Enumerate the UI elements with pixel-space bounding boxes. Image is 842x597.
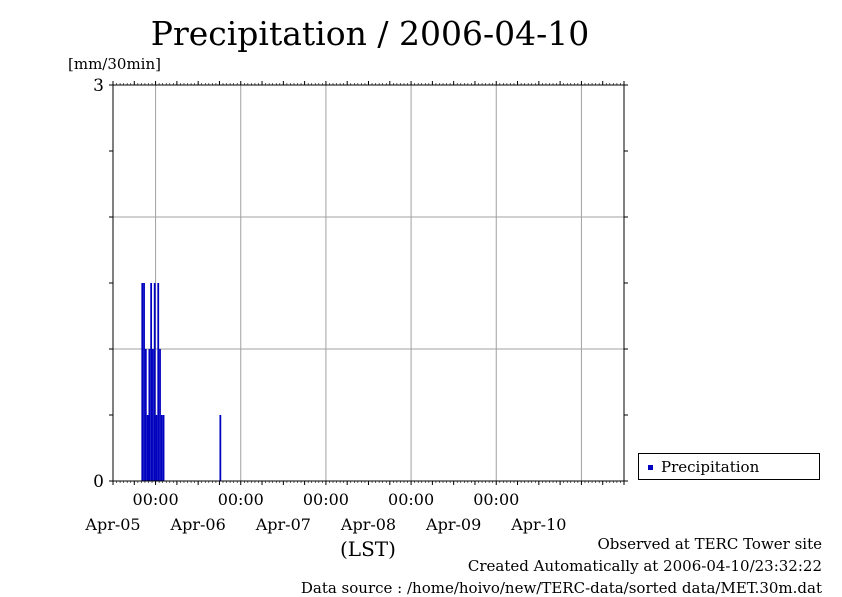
chart-title: Precipitation / 2006-04-10 [150, 14, 590, 53]
x-time-label: 00:00 [388, 490, 434, 509]
footer-source: Data source : /home/hoivo/new/TERC-data/… [300, 579, 822, 597]
x-date-label: Apr-06 [170, 515, 226, 534]
precipitation-bar [148, 349, 151, 481]
footer-observed: Observed at TERC Tower site [597, 535, 822, 553]
plot-frame [112, 84, 625, 482]
y-tick-label: 3 [93, 76, 104, 96]
footer-created: Created Automatically at 2006-04-10/23:3… [467, 557, 822, 575]
x-time-label: 00:00 [303, 490, 349, 509]
x-time-label: 00:00 [473, 490, 519, 509]
x-date-label: Apr-07 [255, 515, 311, 534]
legend-swatch [648, 465, 653, 470]
x-axis-label: (LST) [340, 537, 396, 561]
x-date-label: Apr-09 [425, 515, 481, 534]
legend: Precipitation [638, 453, 820, 480]
precipitation-bar [143, 283, 145, 481]
precipitation-bar [146, 415, 149, 481]
precipitation-bar [155, 415, 158, 481]
precipitation-bar [144, 349, 147, 481]
precipitation-bar [152, 349, 154, 481]
x-date-label: Apr-05 [84, 515, 140, 534]
precipitation-bar [141, 283, 144, 481]
precipitation-bar [219, 415, 222, 481]
x-date-label: Apr-08 [340, 515, 396, 534]
x-time-label: 00:00 [218, 490, 264, 509]
precipitation-bar [157, 283, 160, 481]
y-axis-unit-label: [mm/30min] [68, 55, 161, 73]
precipitation-bar [153, 283, 156, 481]
x-time-label: 00:00 [133, 490, 179, 509]
precipitation-bar [162, 415, 165, 481]
x-date-label: Apr-10 [510, 515, 566, 534]
legend-label: Precipitation [661, 458, 760, 476]
precipitation-bar [160, 415, 163, 481]
precipitation-bar [159, 349, 161, 481]
precipitation-bar [150, 283, 153, 481]
y-tick-label: 0 [93, 472, 104, 492]
